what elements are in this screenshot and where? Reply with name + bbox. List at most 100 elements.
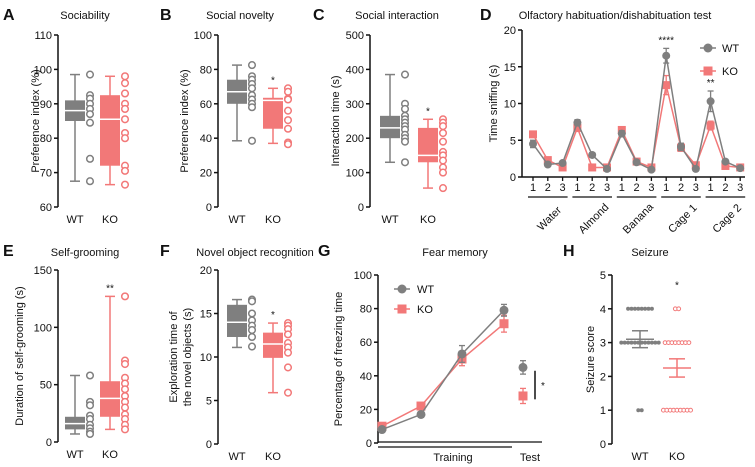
panel-letter: C	[313, 7, 325, 24]
data-point	[120, 134, 130, 143]
y-tick-label: 100	[354, 270, 372, 282]
data-point	[247, 332, 257, 342]
data-point	[247, 309, 257, 318]
data-point	[632, 340, 637, 345]
panel-letter: B	[160, 7, 172, 24]
panel-title: Sociability	[60, 10, 110, 22]
y-tick-label: 20	[200, 265, 212, 277]
data-point	[438, 137, 448, 146]
wt-circle-marker	[662, 51, 671, 60]
trial-label: 1	[619, 182, 625, 194]
data-point	[649, 306, 654, 311]
trial-label: 1	[663, 182, 669, 194]
box	[227, 304, 247, 337]
panel-title: Self-grooming	[51, 247, 119, 259]
y-axis-label: Exploration time of	[168, 311, 180, 403]
significance-marker: *	[271, 75, 275, 86]
panel-letter: A	[3, 7, 15, 24]
data-point	[438, 122, 448, 131]
ko-square-marker	[518, 391, 528, 401]
data-point	[438, 168, 448, 177]
data-point	[639, 408, 644, 413]
ko-square-marker	[703, 66, 713, 76]
wt-circle-marker	[518, 362, 528, 372]
wt-circle-marker	[677, 142, 685, 151]
data-point	[120, 79, 130, 88]
significance-marker: **	[106, 283, 114, 294]
data-point	[400, 104, 410, 114]
wt-circle-marker	[603, 164, 611, 173]
data-point	[120, 104, 130, 114]
x-category-label: WT	[228, 214, 245, 226]
ko-square-marker	[416, 401, 426, 411]
data-point	[622, 340, 627, 345]
panel-title: Fear memory	[422, 247, 488, 259]
data-point	[283, 87, 293, 96]
wt-circle-marker	[573, 118, 582, 127]
odor-group-label: Banana	[621, 201, 657, 237]
y-tick-label: 10	[200, 352, 212, 364]
x-label-training: Training	[433, 452, 472, 464]
y-tick-label: 150	[34, 265, 52, 277]
y-tick-label: 50	[40, 380, 52, 392]
box	[263, 332, 283, 358]
y-tick-label: 0	[358, 202, 364, 214]
data-point	[643, 306, 648, 311]
data-point	[646, 340, 651, 345]
box	[100, 95, 120, 166]
y-tick-label: 300	[346, 99, 364, 111]
wt-circle-marker	[632, 158, 641, 167]
data-point	[629, 340, 634, 345]
trial-label: 2	[678, 182, 684, 194]
ko-square-marker	[662, 81, 671, 90]
wt-circle-marker	[499, 305, 509, 315]
data-point	[120, 292, 130, 301]
wt-circle-marker	[558, 159, 567, 168]
ko-square-marker	[558, 163, 567, 172]
data-point	[438, 128, 448, 138]
data-point	[247, 136, 257, 145]
data-point	[653, 340, 658, 345]
data-point	[247, 84, 257, 93]
data-point	[120, 166, 130, 175]
trial-label: 3	[560, 182, 566, 194]
data-point	[247, 297, 257, 306]
x-label-test: Test	[520, 452, 540, 464]
wt-circle-marker	[721, 157, 730, 166]
data-point	[120, 403, 130, 412]
panel-letter: F	[160, 243, 170, 260]
ko-square-marker	[397, 304, 407, 314]
wt-circle-marker	[617, 129, 626, 138]
y-axis-label: Percentage of freezing time	[333, 292, 345, 427]
box	[418, 127, 438, 163]
data-point	[619, 340, 624, 345]
y-tick-label: 100	[34, 322, 52, 334]
data-point	[656, 340, 661, 345]
trial-label: 2	[545, 182, 551, 194]
panel-letter: H	[563, 243, 575, 260]
y-tick-label: 100	[346, 168, 364, 180]
odor-group-label: Water	[535, 204, 564, 233]
odor-group-label: Cage 2	[710, 202, 744, 236]
odor-group-label: Cage 1	[666, 202, 700, 236]
wt-circle-marker	[736, 164, 745, 173]
ko-square-marker	[706, 121, 715, 130]
y-tick-label: 15	[200, 309, 212, 321]
data-point	[120, 385, 130, 394]
y-tick-label: 40	[360, 371, 372, 383]
significance-marker: *	[426, 106, 430, 117]
legend-label: WT	[417, 284, 434, 296]
data-point	[85, 177, 95, 186]
y-tick-label: 60	[360, 337, 372, 349]
legend-label: WT	[722, 43, 739, 55]
panel-title: Social novelty	[206, 10, 274, 22]
y-tick-label: 0	[600, 439, 606, 451]
wt-circle-marker	[457, 349, 467, 359]
ko-line	[381, 323, 505, 427]
data-point	[283, 124, 293, 133]
wt-circle-marker	[588, 150, 597, 159]
trial-label: 3	[604, 182, 610, 194]
significance-marker: *	[541, 381, 545, 392]
x-category-label: KO	[102, 214, 118, 226]
